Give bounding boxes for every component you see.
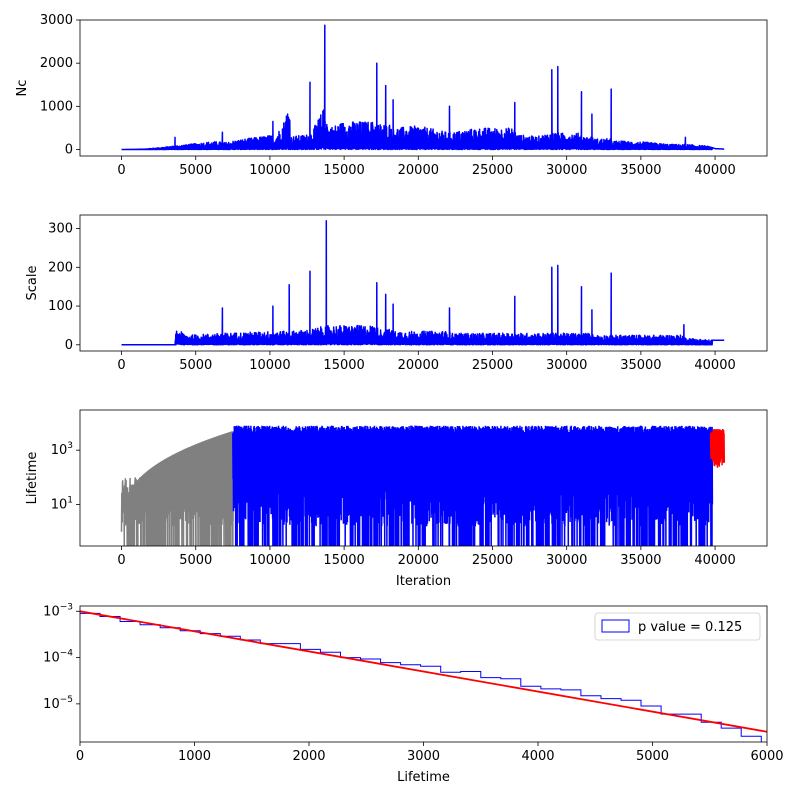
y-tick-label: 10−5: [43, 695, 73, 712]
x-tick-label: 35000: [620, 163, 661, 178]
lifetime-series-0: [120, 431, 234, 546]
histogram-steps: [80, 612, 762, 742]
y-tick-base: 10: [43, 697, 60, 712]
x-tick-label: 5000: [179, 163, 212, 178]
y-tick-exponent: −3: [60, 602, 73, 612]
plot-area: [121, 24, 725, 151]
y-tick-label: 103: [51, 441, 73, 458]
y-tick-label: 101: [51, 496, 73, 513]
lifetime-histogram-panel: 0 1000 2000 3000 4000 5000 600010−510−410−3Lif…: [43, 602, 783, 785]
x-tick-label: 40000: [694, 163, 735, 178]
axes-frame: [79, 605, 768, 743]
y-tick-exponent: 1: [67, 496, 73, 506]
x-tick-label: 10000: [249, 553, 290, 568]
x-tick-label: 15000: [323, 553, 364, 568]
y-tick-exponent: 3: [67, 441, 73, 451]
x-tick-label: 25000: [472, 358, 513, 373]
y-tick-exponent: −4: [60, 649, 74, 659]
legend: p value = 0.125: [594, 612, 761, 641]
y-axis-label: Lifetime: [25, 452, 40, 505]
y-tick-base: 10: [51, 443, 68, 458]
x-tick-label: 4000: [521, 749, 554, 764]
x-tick-label: 5000: [179, 553, 212, 568]
x-tick-label: 20000: [398, 163, 439, 178]
scale-panel: 0 5000 10000 15000 20000 25000 30000 35000 40000…: [25, 214, 768, 373]
y-tick-label: 0: [65, 338, 73, 353]
data-series-line: [121, 220, 725, 346]
x-tick-label: 25000: [472, 553, 513, 568]
fit-line: [80, 610, 767, 733]
y-tick-label: 100: [48, 299, 73, 314]
plot-area: [80, 610, 767, 742]
x-tick-label: 20000: [398, 358, 439, 373]
legend-label: p value = 0.125: [638, 620, 742, 635]
y-axis-label: Scale: [25, 266, 40, 301]
y-tick-base: 10: [51, 498, 68, 513]
lifetime-iteration-panel: 0 5000 10000 15000 20000 25000 30000 35000 40000…: [25, 409, 768, 589]
x-tick-label: 15000: [323, 358, 364, 373]
x-axis-label: Iteration: [396, 574, 451, 589]
nc-panel: 0 5000 10000 15000 20000 25000 30000 35000 40000…: [15, 13, 768, 178]
y-tick-label: 2000: [40, 56, 73, 71]
lifetime-series-2: [709, 428, 726, 468]
x-tick-label: 10000: [249, 358, 290, 373]
plot-area: [120, 425, 726, 546]
y-tick-label: 10−4: [43, 649, 73, 666]
y-tick-exponent: −5: [60, 695, 73, 705]
x-tick-label: 3000: [407, 749, 440, 764]
x-tick-label: 30000: [546, 163, 587, 178]
axes-frame: [79, 214, 768, 352]
y-tick-label: 3000: [40, 13, 73, 28]
y-tick-label: 1000: [40, 99, 73, 114]
x-tick-label: 0: [117, 553, 125, 568]
axes-frame: [79, 19, 768, 157]
y-tick-base: 10: [43, 604, 60, 619]
legend-box: [594, 612, 761, 641]
x-tick-label: 6000: [750, 749, 783, 764]
y-tick-label: 10−3: [43, 602, 73, 619]
axes-frame: [79, 409, 768, 547]
x-tick-label: 40000: [694, 358, 735, 373]
x-tick-label: 0: [117, 163, 125, 178]
lifetime-series-1: [232, 425, 714, 546]
x-tick-label: 1000: [178, 749, 211, 764]
x-tick-label: 15000: [323, 163, 364, 178]
x-tick-label: 5000: [179, 358, 212, 373]
x-tick-label: 0: [117, 358, 125, 373]
x-tick-label: 2000: [292, 749, 325, 764]
x-tick-label: 30000: [546, 358, 587, 373]
x-tick-label: 20000: [398, 553, 439, 568]
legend-swatch: [601, 619, 630, 633]
y-tick-label: 300: [48, 222, 73, 237]
x-tick-label: 0: [76, 749, 84, 764]
x-tick-label: 25000: [472, 163, 513, 178]
data-series-line: [121, 24, 725, 151]
y-axis-label: Nc: [15, 80, 30, 97]
x-tick-label: 35000: [620, 553, 661, 568]
x-tick-label: 5000: [636, 749, 669, 764]
y-tick-label: 200: [48, 260, 73, 275]
plot-area: [121, 220, 725, 346]
x-axis-label: Lifetime: [397, 770, 450, 785]
x-tick-label: 10000: [249, 163, 290, 178]
x-tick-label: 35000: [620, 358, 661, 373]
x-tick-label: 30000: [546, 553, 587, 568]
x-tick-label: 40000: [694, 553, 735, 568]
y-tick-base: 10: [43, 651, 60, 666]
y-tick-label: 0: [65, 143, 73, 158]
